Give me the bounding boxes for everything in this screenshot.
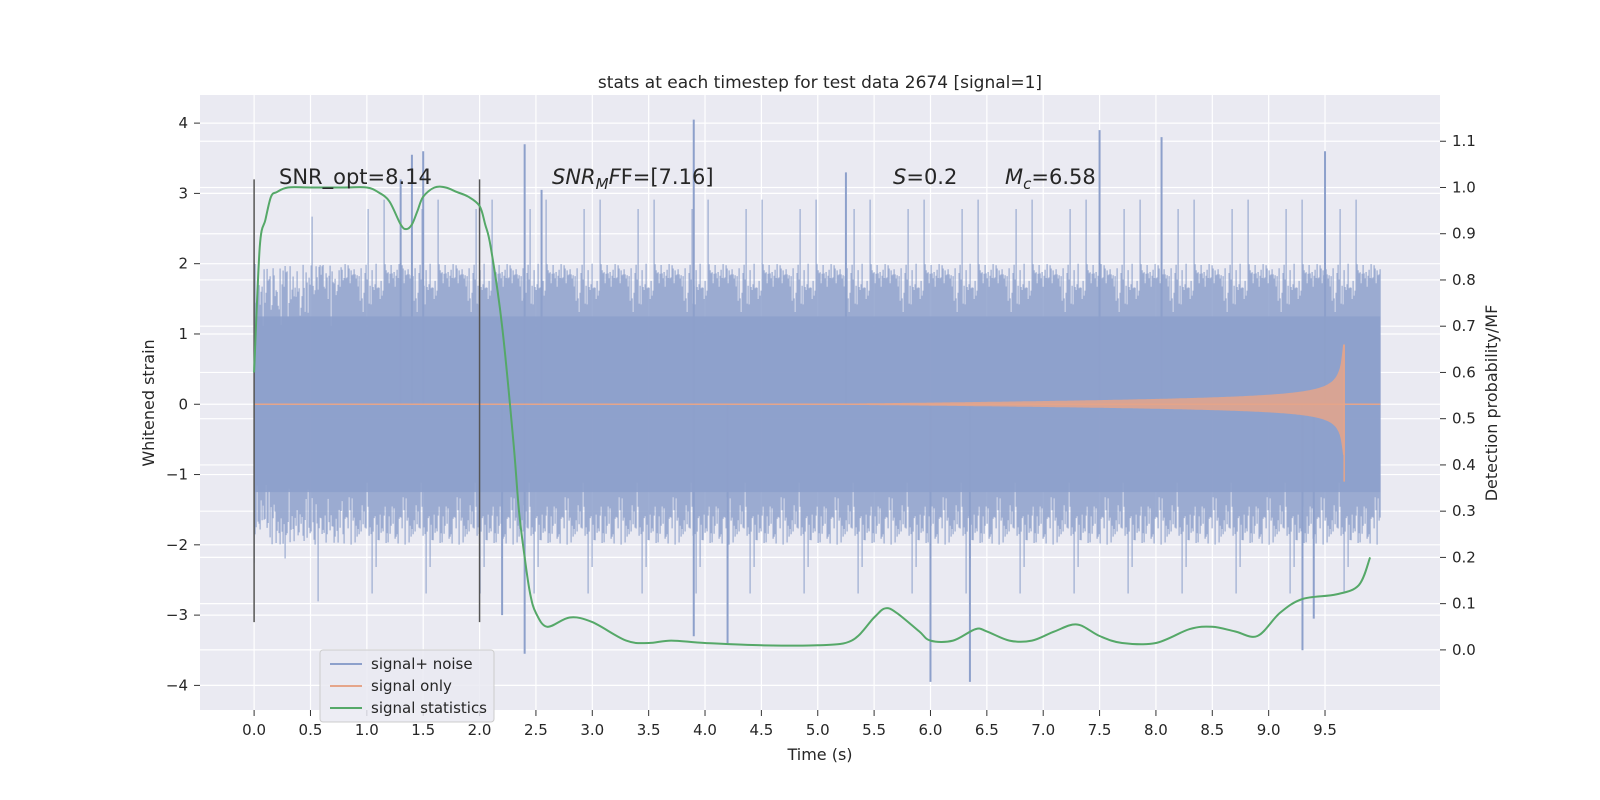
y-tick-label: −1	[166, 466, 188, 484]
x-tick-label: 0.5	[299, 721, 323, 739]
signal-chirp	[817, 344, 1345, 458]
y-tick-label: −4	[166, 676, 188, 694]
y2-tick-label: 0.8	[1452, 271, 1476, 289]
legend-label-stats: signal statistics	[371, 699, 487, 717]
signal-trace	[254, 344, 1381, 482]
snr-mf-f: F	[609, 165, 622, 189]
x-tick-label: 9.5	[1313, 721, 1337, 739]
marker-lines	[253, 179, 481, 623]
legend-label-noise: signal+ noise	[371, 655, 473, 673]
x-tick-label: 7.5	[1088, 721, 1112, 739]
y2-tick-label: 1.1	[1452, 132, 1476, 150]
legend-label-signal: signal only	[371, 677, 452, 695]
annotation-mc: Mc=6.58	[1005, 165, 1096, 193]
x-tick-label: 9.0	[1257, 721, 1281, 739]
y-tick-label: 3	[178, 184, 188, 202]
x-tick-label: 3.0	[580, 721, 604, 739]
snr-mf-subscript: M	[596, 175, 609, 193]
annotation-snr-opt: SNR_opt=8.14	[279, 165, 432, 190]
x-tick-label: 0.0	[242, 721, 266, 739]
x-tick-label: 2.0	[468, 721, 492, 739]
x-tick-label: 2.5	[524, 721, 548, 739]
x-tick-label: 7.0	[1031, 721, 1055, 739]
stats-line	[253, 185, 1372, 647]
x-tick-label: 4.5	[749, 721, 773, 739]
y-tick-label: 0	[178, 395, 188, 413]
y-tick-label: 4	[178, 114, 188, 132]
x-tick-label: 1.0	[355, 721, 379, 739]
y2-axis-ticks: 1.1 1.0 0.9 0.8 0.7 0.6 0.5 0.4 0.3 0.2 0.1 0.0	[1440, 132, 1476, 659]
y2-tick-label: 0.0	[1452, 641, 1476, 659]
y2-tick-label: 0.6	[1452, 363, 1476, 381]
mc-subscript: c	[1023, 175, 1032, 193]
y2-tick-label: 0.9	[1452, 225, 1476, 243]
x-tick-label: 5.5	[862, 721, 886, 739]
y-axis-label: Whitened strain	[139, 339, 158, 466]
x-tick-label: 6.0	[919, 721, 943, 739]
x-tick-label: 6.5	[975, 721, 999, 739]
x-tick-label: 4.0	[693, 721, 717, 739]
y2-tick-label: 0.7	[1452, 317, 1476, 335]
mc-symbol: M	[1005, 165, 1023, 189]
legend: signal+ noise signal only signal statist…	[319, 649, 495, 723]
y2-tick-label: 0.4	[1452, 456, 1476, 474]
x-axis-label: Time (s)	[786, 745, 852, 764]
y2-tick-label: 0.2	[1452, 548, 1476, 566]
x-axis-ticks: 0.0 0.5 1.0 1.5 2.0 2.5 3.0 3.5 4.0 4.5 5.0 5.5 6.0 6…	[242, 710, 1337, 739]
snr-mf-symbol: SNR	[552, 165, 596, 189]
legend-box	[319, 649, 495, 723]
y2-tick-label: 0.1	[1452, 595, 1476, 613]
x-tick-label: 3.5	[637, 721, 661, 739]
s-value: =0.2	[906, 165, 957, 189]
chart-title: stats at each timestep for test data 267…	[598, 73, 1042, 93]
y-tick-label: 2	[178, 255, 188, 273]
x-tick-label: 8.5	[1200, 721, 1224, 739]
x-tick-label: 8.0	[1144, 721, 1168, 739]
stats-trace	[253, 185, 1372, 647]
x-tick-label: 5.0	[806, 721, 830, 739]
y-tick-label: 1	[178, 325, 188, 343]
y2-tick-label: 0.5	[1452, 410, 1476, 428]
y2-axis-label: Detection probability/MF	[1482, 305, 1501, 502]
annotation-s: S=0.2	[893, 165, 957, 189]
snr-mf-value: F=[7.16]	[621, 165, 714, 189]
s-symbol: S	[893, 165, 906, 189]
mc-value: =6.58	[1031, 165, 1095, 189]
y-tick-label: −3	[166, 606, 188, 624]
annotation-snr-mf: SNRMFF=[7.16]	[552, 165, 714, 193]
y-axis-ticks: 4 3 2 1 0 −1 −2 −3 −4	[166, 114, 200, 694]
x-tick-label: 1.5	[411, 721, 435, 739]
y2-tick-label: 0.3	[1452, 502, 1476, 520]
y-tick-label: −2	[166, 536, 188, 554]
y2-tick-label: 1.0	[1452, 178, 1476, 196]
